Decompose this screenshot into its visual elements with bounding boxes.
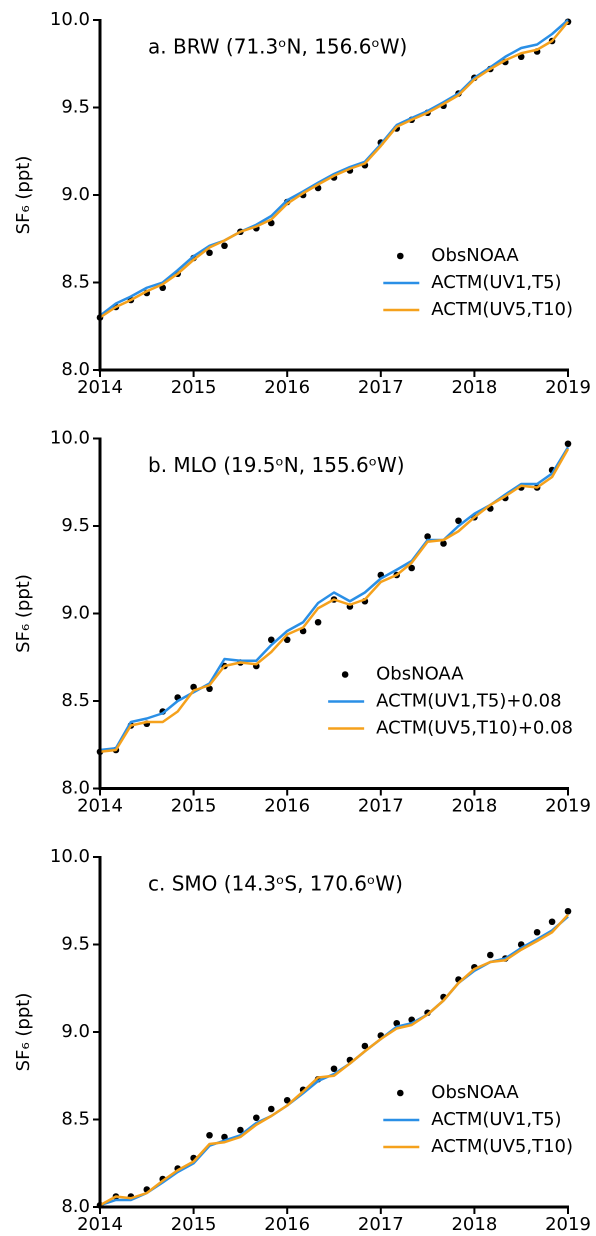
x-tick-label: 2018 — [451, 796, 497, 817]
legend-label: ACTM(UV5,T10) — [431, 299, 573, 320]
legend-label: ACTM(UV1,T5) — [431, 1109, 561, 1130]
x-tick-label: 2015 — [171, 1214, 217, 1235]
data-point — [361, 1042, 369, 1050]
data-point — [253, 1114, 260, 1122]
y-tick-label: 8.5 — [61, 272, 90, 293]
x-tick-label: 2015 — [171, 377, 217, 398]
legend-marker — [396, 1089, 404, 1097]
y-tick-label: 9.0 — [61, 603, 90, 624]
data-point — [267, 1105, 275, 1113]
data-point — [564, 907, 572, 915]
data-point — [221, 242, 228, 250]
data-point — [408, 564, 415, 572]
x-tick-label: 2014 — [77, 377, 123, 398]
x-tick-label: 2014 — [77, 1214, 123, 1235]
x-tick-label: 2019 — [545, 1214, 591, 1235]
x-tick-label: 2017 — [358, 796, 404, 817]
legend-label: ACTM(UV5,T10)+0.08 — [376, 718, 573, 739]
y-tick-label: 8.0 — [61, 1196, 90, 1217]
data-point — [548, 918, 556, 926]
legend: ObsNOAA ACTM(UV1,T5) ACTM(UV5,T10) — [383, 1082, 573, 1157]
data-point — [314, 618, 322, 626]
y-tick-label: 9.5 — [61, 515, 90, 536]
data-point — [267, 636, 275, 644]
x-tick-label: 2018 — [451, 377, 497, 398]
chart-title: a. BRW (71.3ᵒN, 156.6ᵒW) — [148, 35, 407, 59]
data-point — [487, 951, 494, 959]
data-point — [393, 1019, 401, 1027]
y-axis-label: SF₆ (ppt) — [13, 574, 34, 653]
data-point — [206, 1131, 213, 1139]
x-tick-label: 2019 — [545, 796, 591, 817]
data-point — [237, 1126, 244, 1134]
x-tick-label: 2017 — [358, 1214, 404, 1235]
panel: 8.0 8.5 9.0 9.5 10.0 2014 2015 2016 2017 2018 2019… — [13, 9, 591, 398]
series-line — [99, 19, 569, 317]
legend-label: ObsNOAA — [376, 664, 464, 685]
data-point — [283, 1096, 291, 1104]
legend-label: ACTM(UV1,T5) — [431, 272, 561, 293]
y-tick-label: 10.0 — [50, 9, 90, 30]
x-tick-label: 2019 — [545, 377, 591, 398]
y-tick-label: 9.0 — [61, 184, 90, 205]
legend-label: ObsNOAA — [431, 1082, 519, 1103]
series-line — [99, 448, 570, 753]
legend-marker — [341, 671, 349, 678]
y-tick-label: 10.0 — [50, 428, 90, 449]
legend-label: ACTM(UV1,T5)+0.08 — [376, 691, 561, 712]
y-tick-label: 8.5 — [61, 1109, 90, 1130]
legend-label: ObsNOAA — [431, 245, 519, 266]
legend-marker — [396, 252, 404, 260]
data-point — [424, 533, 431, 540]
data-point — [455, 517, 462, 525]
x-tick-label: 2016 — [264, 1214, 310, 1235]
data-point — [533, 928, 541, 936]
y-tick-label: 9.5 — [61, 97, 90, 118]
y-axis-label: SF₆ (ppt) — [13, 156, 34, 235]
legend: ObsNOAA ACTM(UV1,T5) ACTM(UV5,T10) — [383, 245, 573, 320]
y-tick-label: 8.5 — [61, 690, 90, 711]
panel: 8.0 8.5 9.0 9.5 10.0 2014 2015 2016 2017 2018 2019… — [13, 846, 591, 1235]
legend-label: ACTM(UV5,T10) — [431, 1136, 573, 1157]
y-tick-label: 10.0 — [50, 846, 90, 867]
x-tick-label: 2018 — [451, 1214, 497, 1235]
series-line — [99, 913, 569, 1207]
x-tick-label: 2016 — [264, 377, 310, 398]
x-tick-label: 2015 — [171, 796, 217, 817]
y-tick-label: 9.5 — [61, 934, 90, 955]
chart-title: b. MLO (19.5ᵒN, 155.6ᵒW) — [148, 453, 405, 477]
y-tick-label: 9.0 — [61, 1021, 90, 1042]
series-line — [99, 20, 569, 319]
series-line — [99, 915, 569, 1207]
x-tick-label: 2014 — [77, 796, 123, 817]
legend: ObsNOAA ACTM(UV1,T5)+0.08 ACTM(UV5,T10)+0.… — [328, 664, 573, 739]
data-point — [564, 440, 572, 448]
data-point — [440, 540, 447, 547]
x-tick-label: 2016 — [264, 796, 310, 817]
data-point — [330, 1065, 338, 1073]
y-tick-label: 8.0 — [61, 359, 90, 380]
y-axis-label: SF₆ (ppt) — [13, 993, 34, 1072]
panel: 8.0 8.5 9.0 9.5 10.0 2014 2015 2016 2017 2018 2019… — [13, 428, 591, 817]
x-tick-label: 2017 — [358, 377, 404, 398]
y-tick-label: 8.0 — [61, 778, 90, 799]
data-point — [206, 249, 213, 257]
chart-title: c. SMO (14.3ᵒS, 170.6ᵒW) — [148, 872, 403, 896]
